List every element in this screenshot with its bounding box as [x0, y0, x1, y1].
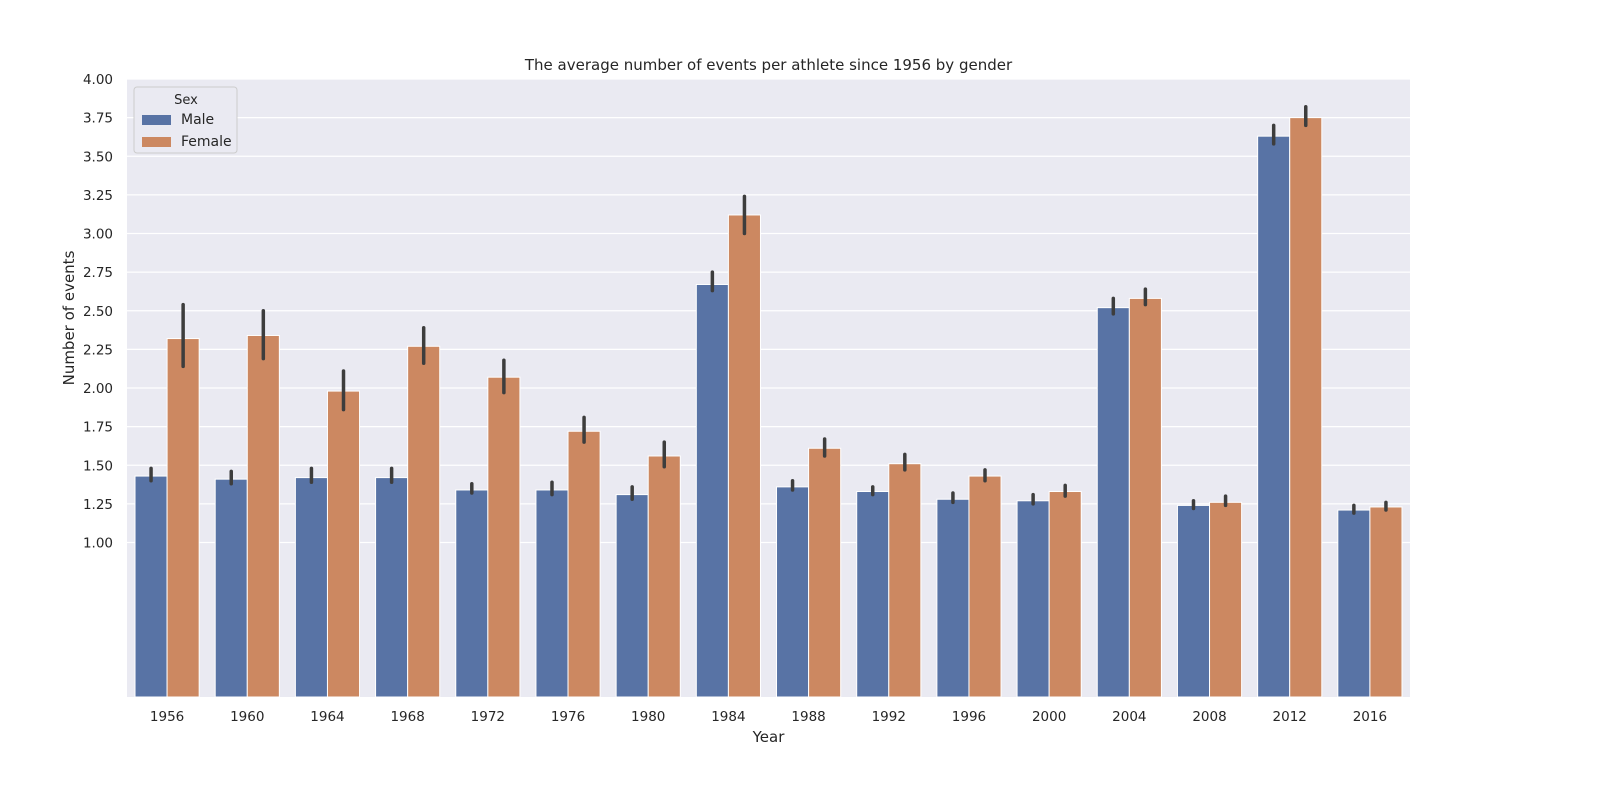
- x-tick-label: 1956: [150, 709, 184, 725]
- bar-male-1992: [856, 491, 890, 698]
- x-tick-label: 2008: [1192, 709, 1226, 725]
- x-tick-label: 1968: [390, 709, 424, 725]
- bar-female-1984: [727, 214, 761, 698]
- y-tick-label: 4.00: [83, 72, 113, 88]
- legend-label-female: Female: [181, 134, 232, 150]
- y-tick-label: 2.50: [83, 304, 113, 320]
- bar-male-1960: [214, 478, 248, 698]
- x-tick-label: 1984: [711, 709, 745, 725]
- bar-female-2016: [1369, 506, 1403, 698]
- y-tick-label: 3.00: [83, 227, 113, 243]
- bar-male-2016: [1337, 509, 1371, 698]
- legend-title: Sex: [174, 93, 198, 108]
- x-axis-label: Year: [752, 728, 786, 746]
- bar-male-1988: [776, 486, 810, 698]
- bars: [134, 117, 1403, 698]
- x-tick-label: 1964: [310, 709, 344, 725]
- bar-female-1968: [407, 345, 441, 698]
- bar-male-1968: [375, 477, 409, 698]
- y-tick-label: 1.75: [83, 420, 113, 436]
- bar-female-1992: [888, 463, 922, 698]
- y-tick-label: 3.50: [83, 149, 113, 165]
- bar-male-1984: [695, 283, 729, 698]
- bar-male-2008: [1176, 504, 1211, 698]
- legend-label-male: Male: [181, 112, 214, 128]
- bar-male-2000: [1016, 500, 1050, 698]
- y-tick-label: 1.50: [83, 458, 113, 474]
- x-tick-label: 1980: [631, 709, 665, 725]
- x-tick-label: 1972: [471, 709, 505, 725]
- bar-male-1972: [455, 489, 489, 698]
- bar-female-2000: [1048, 491, 1082, 698]
- bar-female-1988: [808, 447, 842, 698]
- bar-male-1976: [535, 489, 569, 698]
- y-tick-label: 2.00: [83, 381, 113, 397]
- bar-female-1976: [567, 430, 601, 698]
- legend: Sex Male Female: [133, 86, 238, 154]
- y-tick-label: 2.25: [83, 342, 113, 358]
- bar-female-2004: [1128, 297, 1162, 698]
- bar-female-1980: [647, 455, 681, 698]
- x-tick-label: 2004: [1112, 709, 1146, 725]
- y-tick-label: 3.25: [83, 188, 113, 204]
- x-tick-label: 2012: [1273, 709, 1307, 725]
- y-tick-label: 2.75: [83, 265, 113, 281]
- chart-title: The average number of events per athlete…: [524, 56, 1013, 74]
- x-tick-label: 1996: [952, 709, 986, 725]
- bar-female-1972: [487, 376, 521, 698]
- y-tick-label: 3.75: [83, 111, 113, 127]
- bar-male-1956: [134, 475, 168, 698]
- y-tick-label: 1.00: [83, 536, 113, 552]
- bar-male-1996: [936, 498, 970, 698]
- bar-male-1980: [615, 494, 649, 698]
- bar-female-2008: [1209, 501, 1243, 698]
- legend-swatch-female: [142, 137, 171, 147]
- legend-box: [133, 86, 238, 154]
- error-bars: [149, 105, 1388, 515]
- bar-female-1960: [246, 334, 280, 698]
- x-tick-label: 1960: [230, 709, 264, 725]
- bar-male-2012: [1257, 135, 1291, 698]
- legend-swatch-male: [142, 115, 171, 125]
- x-tick-labels: 1956 1960 1964 1968 1972 1976 1980 1984 1988 1992…: [150, 709, 1387, 725]
- x-tick-label: 2016: [1353, 709, 1387, 725]
- x-tick-label: 1976: [551, 709, 585, 725]
- bar-female-2012: [1289, 117, 1323, 698]
- y-tick-labels: 1.00 1.25 1.50 1.75 2.00 2.25 2.50 2.75 3.00 3.25…: [83, 72, 113, 552]
- x-tick-label: 2000: [1032, 709, 1066, 725]
- y-tick-label: 1.25: [83, 497, 113, 513]
- bar-female-1956: [166, 338, 200, 698]
- x-tick-label: 1988: [791, 709, 825, 725]
- bar-female-1996: [968, 475, 1002, 698]
- bar-male-1964: [294, 477, 328, 698]
- bar-female-1964: [326, 390, 361, 698]
- y-axis-label: Number of events: [60, 250, 78, 385]
- x-tick-label: 1992: [872, 709, 906, 725]
- bar-male-2004: [1096, 307, 1130, 698]
